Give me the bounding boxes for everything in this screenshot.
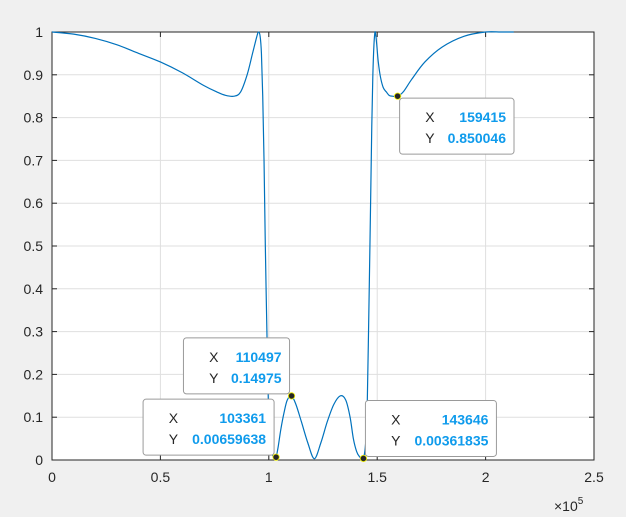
datatip-x-key: X (425, 109, 435, 125)
x-axis-ticks: 0 0.5 1 1.5 2 2.5 (48, 32, 604, 485)
x-exponent-label: ×105 (554, 496, 584, 514)
x-tick-label-0: 0 (48, 469, 56, 485)
datatip-y-key: Y (391, 432, 401, 448)
y-tick-label-10: 1 (35, 24, 43, 40)
y-tick-label-8: 0.8 (24, 110, 44, 126)
datatip-2[interactable]: X 103361 Y 0.00659638 (142, 398, 280, 461)
datatip-marker[interactable] (287, 392, 296, 400)
datatip-x-value: 159415 (459, 109, 506, 125)
y-tick-label-6: 0.6 (24, 195, 44, 211)
datatip-box (399, 97, 515, 155)
datatip-marker[interactable] (394, 92, 402, 100)
datatip-y-value: 0.850046 (448, 130, 507, 146)
datatip-marker[interactable] (272, 453, 280, 461)
y-tick-label-2: 0.2 (24, 366, 44, 382)
datatip-y-key: Y (169, 431, 179, 447)
datatip-x-key: X (391, 411, 401, 427)
datatip-y-value: 0.14975 (231, 370, 282, 386)
y-tick-label-1: 0.1 (24, 409, 44, 425)
y-tick-label-9: 0.9 (24, 67, 44, 83)
datatip-x-value: 103361 (219, 410, 266, 426)
datatip-y-key: Y (209, 370, 219, 386)
datatip-box (364, 399, 497, 457)
series-line (51, 31, 514, 460)
datatip-y-value: 0.00659638 (192, 431, 266, 447)
y-tick-label-4: 0.4 (24, 281, 44, 297)
datatip-x-key: X (169, 410, 179, 426)
datatip-0[interactable]: X 159415 Y 0.850046 (394, 92, 515, 155)
x-tick-label-5: 2.5 (584, 469, 604, 485)
datatip-1[interactable]: X 110497 Y 0.14975 (182, 337, 296, 400)
y-tick-label-0: 0 (35, 452, 43, 468)
datatip-x-key: X (209, 349, 219, 365)
x-tick-label-3: 1.5 (367, 469, 387, 485)
y-tick-label-5: 0.5 (24, 238, 44, 254)
datatip-marker[interactable] (359, 454, 368, 463)
y-tick-label-3: 0.3 (24, 324, 44, 340)
datatip-y-value: 0.00361835 (414, 432, 488, 448)
y-tick-label-7: 0.7 (24, 152, 44, 168)
datatip-box (142, 398, 275, 456)
x-exponent-power: 5 (578, 496, 584, 507)
x-tick-label-4: 2 (482, 469, 490, 485)
datatip-box (182, 337, 291, 395)
y-axis-ticks: 0 0.1 0.2 0.3 0.4 0.5 0.6 0.7 0.8 0.9 1 (24, 24, 594, 468)
datatip-x-value: 143646 (442, 411, 489, 427)
datatip-y-key: Y (425, 130, 435, 146)
datatip-3[interactable]: X 143646 Y 0.00361835 (359, 399, 497, 463)
x-exponent-base: ×10 (554, 498, 578, 514)
x-tick-label-2: 1 (265, 469, 273, 485)
datatip-x-value: 110497 (236, 349, 282, 365)
x-tick-label-1: 0.5 (151, 469, 171, 485)
